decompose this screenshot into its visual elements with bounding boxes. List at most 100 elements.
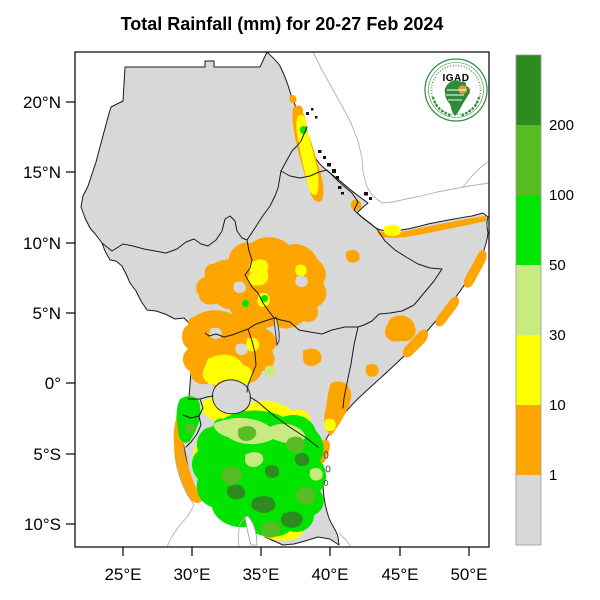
- island-dot: [327, 163, 331, 167]
- x-tick-label: 50°E: [450, 565, 487, 584]
- page-title: Total Rainfall (mm) for 20-27 Feb 2024: [121, 14, 444, 34]
- border-kenya-tanzania: [249, 396, 319, 448]
- zanzibar-island: [323, 451, 329, 459]
- colorbar: 200 100 50 30 10 1: [515, 54, 574, 546]
- rain-patch-tz-mid-4: [295, 486, 316, 505]
- colorbar-label-50: 50: [549, 257, 566, 274]
- colorbar-outline: [515, 54, 542, 546]
- lake-turkana: [273, 315, 280, 347]
- y-tick-label: 10°N: [23, 234, 61, 253]
- rain-patch-tz-dark-5: [264, 465, 280, 478]
- yemen-interior-line: [461, 160, 490, 189]
- colorbar-segment-30-50: [516, 265, 541, 335]
- colorbar-label-10: 10: [549, 397, 566, 414]
- colorbar-segment-lt1: [516, 475, 541, 545]
- colorbar-segment-50-100: [516, 195, 541, 265]
- rain-patch-tz-dark-4: [294, 453, 310, 466]
- dry-gap-3: [209, 327, 222, 340]
- rain-patch-ethiopia-yellow-1: [248, 259, 269, 286]
- x-tick-label: 45°E: [381, 565, 418, 584]
- rain-patch-tz-mid-5: [260, 521, 281, 538]
- island-dot: [341, 192, 344, 195]
- rain-patch-tz-dark-2: [280, 511, 303, 528]
- x-tick-label: 25°E: [104, 565, 141, 584]
- logo-microtext-ring: [430, 64, 482, 116]
- rain-patch-burundi-mid: [185, 423, 195, 434]
- island-dot: [315, 116, 318, 119]
- border-burundi: [185, 415, 202, 448]
- rain-patch-tz-mid-1: [238, 426, 257, 441]
- colorbar-label-30: 30: [549, 327, 566, 344]
- y-tick-label: 20°N: [23, 93, 61, 112]
- logo-inner-ring: [428, 62, 484, 118]
- rain-patch-tz-mid-3: [221, 466, 242, 485]
- border-ethiopia-somalia: [357, 228, 443, 328]
- arabian-coastline: [312, 51, 490, 204]
- rain-patch-mombasa-yellow: [324, 418, 336, 432]
- island-dot: [332, 169, 336, 173]
- rain-dot-south-sudan: [241, 299, 250, 308]
- malawi-zambia-line: [237, 516, 246, 548]
- border-southsudan-ethiopia: [244, 239, 275, 319]
- country-borders: [101, 126, 443, 448]
- island-dot: [311, 108, 314, 111]
- border-ethiopia-kenya: [273, 317, 359, 335]
- border-sudan-southsudan: [101, 215, 248, 254]
- rain-patch-central-tz-light: [245, 452, 264, 467]
- lakes: [212, 315, 280, 546]
- islands: [306, 108, 372, 486]
- dry-gap-layer: [209, 275, 308, 356]
- x-axis: 25°E 30°E 35°E 40°E 45°E 50°E: [104, 547, 488, 584]
- colorbar-label-1: 1: [549, 467, 557, 484]
- foreign-boundaries: [166, 51, 490, 548]
- rain-patch-central-kenya-light: [264, 365, 276, 378]
- rain-patch-somalia-coast-1: [463, 250, 487, 288]
- border-kenya-somalia: [342, 326, 359, 409]
- rain-patch-central-somalia: [384, 315, 416, 342]
- dry-gap-4: [235, 343, 248, 356]
- island-dot: [306, 112, 309, 115]
- island-dot: [323, 156, 326, 159]
- colorbar-segment-1-10: [516, 405, 541, 475]
- rainfall-layer-green-mid: [185, 423, 316, 538]
- zambia-drc-line: [166, 447, 195, 548]
- border-southsudan-uganda-kenya: [204, 317, 275, 338]
- y-tick-label: 10°S: [24, 515, 61, 534]
- rain-patch-tz-mid-2: [286, 436, 305, 454]
- plot-frame: [74, 51, 490, 548]
- logo-laurel-right: [459, 96, 481, 118]
- border-sudan-ethiopia: [246, 170, 282, 241]
- border-sudan-eritrea: [280, 126, 308, 172]
- rainfall-layer-green-light: [213, 365, 323, 481]
- y-tick-label: 5°S: [33, 445, 61, 464]
- rain-patch-juba-coast: [365, 363, 379, 377]
- logo-laurel-left: [431, 96, 453, 118]
- lake-malawi: [244, 515, 258, 546]
- rain-patch-somalia-coast-2: [435, 296, 460, 327]
- rain-dot-ethiopia-west: [260, 294, 269, 303]
- x-tick-label: 40°E: [311, 565, 348, 584]
- y-tick-label: 15°N: [23, 163, 61, 182]
- island-dot: [338, 186, 342, 189]
- rain-patch-north-tz-transition: [213, 417, 306, 445]
- island-dot: [318, 150, 322, 153]
- island-dot: [369, 197, 372, 200]
- island-dot: [336, 176, 339, 179]
- border-eritrea-ethiopia: [280, 169, 353, 194]
- rain-patch-uganda-yellow: [202, 354, 253, 390]
- border-uganda-kenya: [246, 328, 257, 393]
- dry-gap-1: [233, 281, 246, 294]
- rain-patch-somalia-coast-3: [402, 329, 429, 358]
- lake-victoria: [212, 379, 251, 415]
- x-tick-label: 30°E: [173, 565, 210, 584]
- colorbar-label-100: 100: [549, 187, 574, 204]
- colorbar-segment-gt200: [516, 55, 541, 125]
- island-dot: [364, 192, 368, 196]
- rain-patch-tz-dark-3: [227, 484, 245, 500]
- y-axis: 20°N 15°N 10°N 5°N 0° 5°S 10°S: [23, 93, 75, 534]
- y-tick-label: 5°N: [32, 304, 61, 323]
- x-tick-label: 35°E: [242, 565, 279, 584]
- border-djibouti: [351, 192, 378, 230]
- y-tick-label: 0°: [45, 374, 61, 393]
